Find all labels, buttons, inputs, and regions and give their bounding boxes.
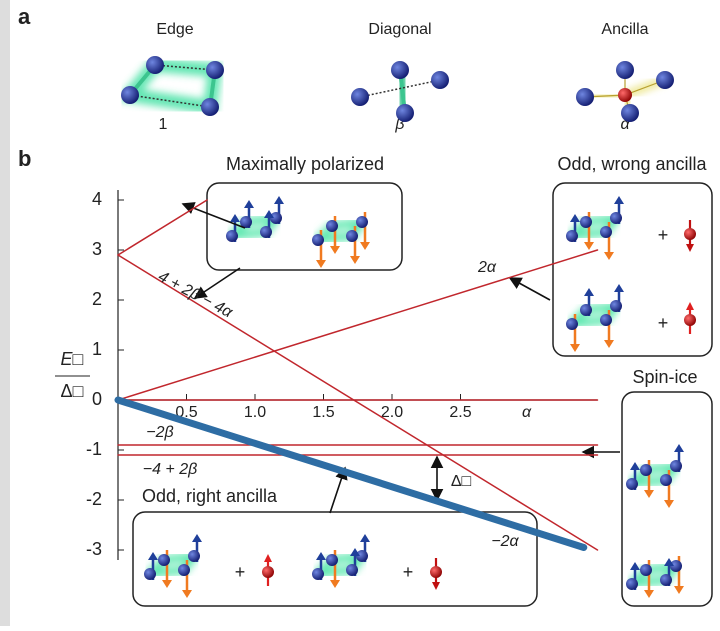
ball [580, 216, 592, 228]
ball [640, 564, 652, 576]
ball [616, 61, 634, 79]
ball [158, 554, 170, 566]
ball [326, 554, 338, 566]
x-tick-label: 1.5 [312, 404, 334, 421]
ball [326, 220, 338, 232]
ball [656, 71, 674, 89]
annotation: −2β [146, 424, 173, 441]
ball [670, 460, 682, 472]
annotation: Maximally polarized [226, 154, 384, 174]
plus-sign: + [658, 225, 669, 245]
side-bar [0, 0, 10, 626]
ball [346, 230, 358, 242]
ball [391, 61, 409, 79]
glow [130, 65, 215, 107]
ball [576, 88, 594, 106]
ball [431, 71, 449, 89]
line [118, 200, 207, 255]
x-label: α [522, 404, 532, 421]
item-name: Ancilla [601, 21, 648, 38]
ball [660, 474, 672, 486]
annotation: Odd, wrong ancilla [557, 154, 707, 174]
ball [346, 564, 358, 576]
ball [610, 300, 622, 312]
ball [580, 304, 592, 316]
ball [660, 574, 672, 586]
y-tick-label: -1 [86, 439, 102, 459]
y-tick-label: -3 [86, 539, 102, 559]
annotation: −4 + 2β [143, 461, 198, 478]
ancilla-ball [684, 314, 696, 326]
ball [621, 104, 639, 122]
line [118, 250, 598, 400]
ball [201, 98, 219, 116]
ball [566, 230, 578, 242]
ball [610, 212, 622, 224]
ball [226, 230, 238, 242]
y-tick-label: 1 [92, 339, 102, 359]
ball [312, 568, 324, 580]
plus-sign: + [658, 313, 669, 333]
ball [312, 234, 324, 246]
y-tick-label: 2 [92, 289, 102, 309]
x-tick-label: 2.5 [449, 404, 471, 421]
plus-sign: + [235, 562, 246, 582]
ball [146, 56, 164, 74]
y-tick-label: 0 [92, 389, 102, 409]
x-tick-label: 1.0 [244, 404, 266, 421]
ball [121, 86, 139, 104]
ancilla-ball [430, 566, 442, 578]
item-name: Diagonal [368, 21, 431, 38]
y-tick-label: -2 [86, 489, 102, 509]
ball [144, 568, 156, 580]
ancilla-ball [684, 228, 696, 240]
ball [356, 216, 368, 228]
y-label-num: E□ [61, 349, 84, 369]
ball [600, 226, 612, 238]
ball [178, 564, 190, 576]
ball [626, 578, 638, 590]
ball [640, 464, 652, 476]
ball [566, 318, 578, 330]
ball [206, 61, 224, 79]
ball [351, 88, 369, 106]
figure: a Edge1DiagonalβAncillaα ++++ b-3-2-1012… [0, 0, 720, 626]
ball [600, 314, 612, 326]
insets: + + + + [133, 183, 712, 606]
ball [188, 550, 200, 562]
item-name: Edge [156, 21, 193, 38]
ancilla-ball [618, 88, 632, 102]
annotation: Δ□ [451, 473, 472, 490]
item-weight: 1 [159, 116, 168, 133]
arrow [510, 278, 550, 300]
plus-sign: + [403, 562, 414, 582]
annotation: Odd, right ancilla [142, 486, 278, 506]
y-tick-label: 3 [92, 239, 102, 259]
panel-label: a [18, 4, 31, 29]
annotation: 4 + 2β − 4α [155, 268, 236, 322]
ancilla-ball [262, 566, 274, 578]
ball [626, 478, 638, 490]
panel-label: b [18, 146, 31, 171]
inset-box [553, 183, 712, 356]
annotation: Spin-ice [632, 367, 697, 387]
y-label-den: Δ□ [61, 381, 84, 401]
annotation: −2α [491, 533, 519, 550]
annotation: 2α [477, 259, 497, 276]
ball [260, 226, 272, 238]
ball [396, 104, 414, 122]
y-tick-label: 4 [92, 189, 102, 209]
